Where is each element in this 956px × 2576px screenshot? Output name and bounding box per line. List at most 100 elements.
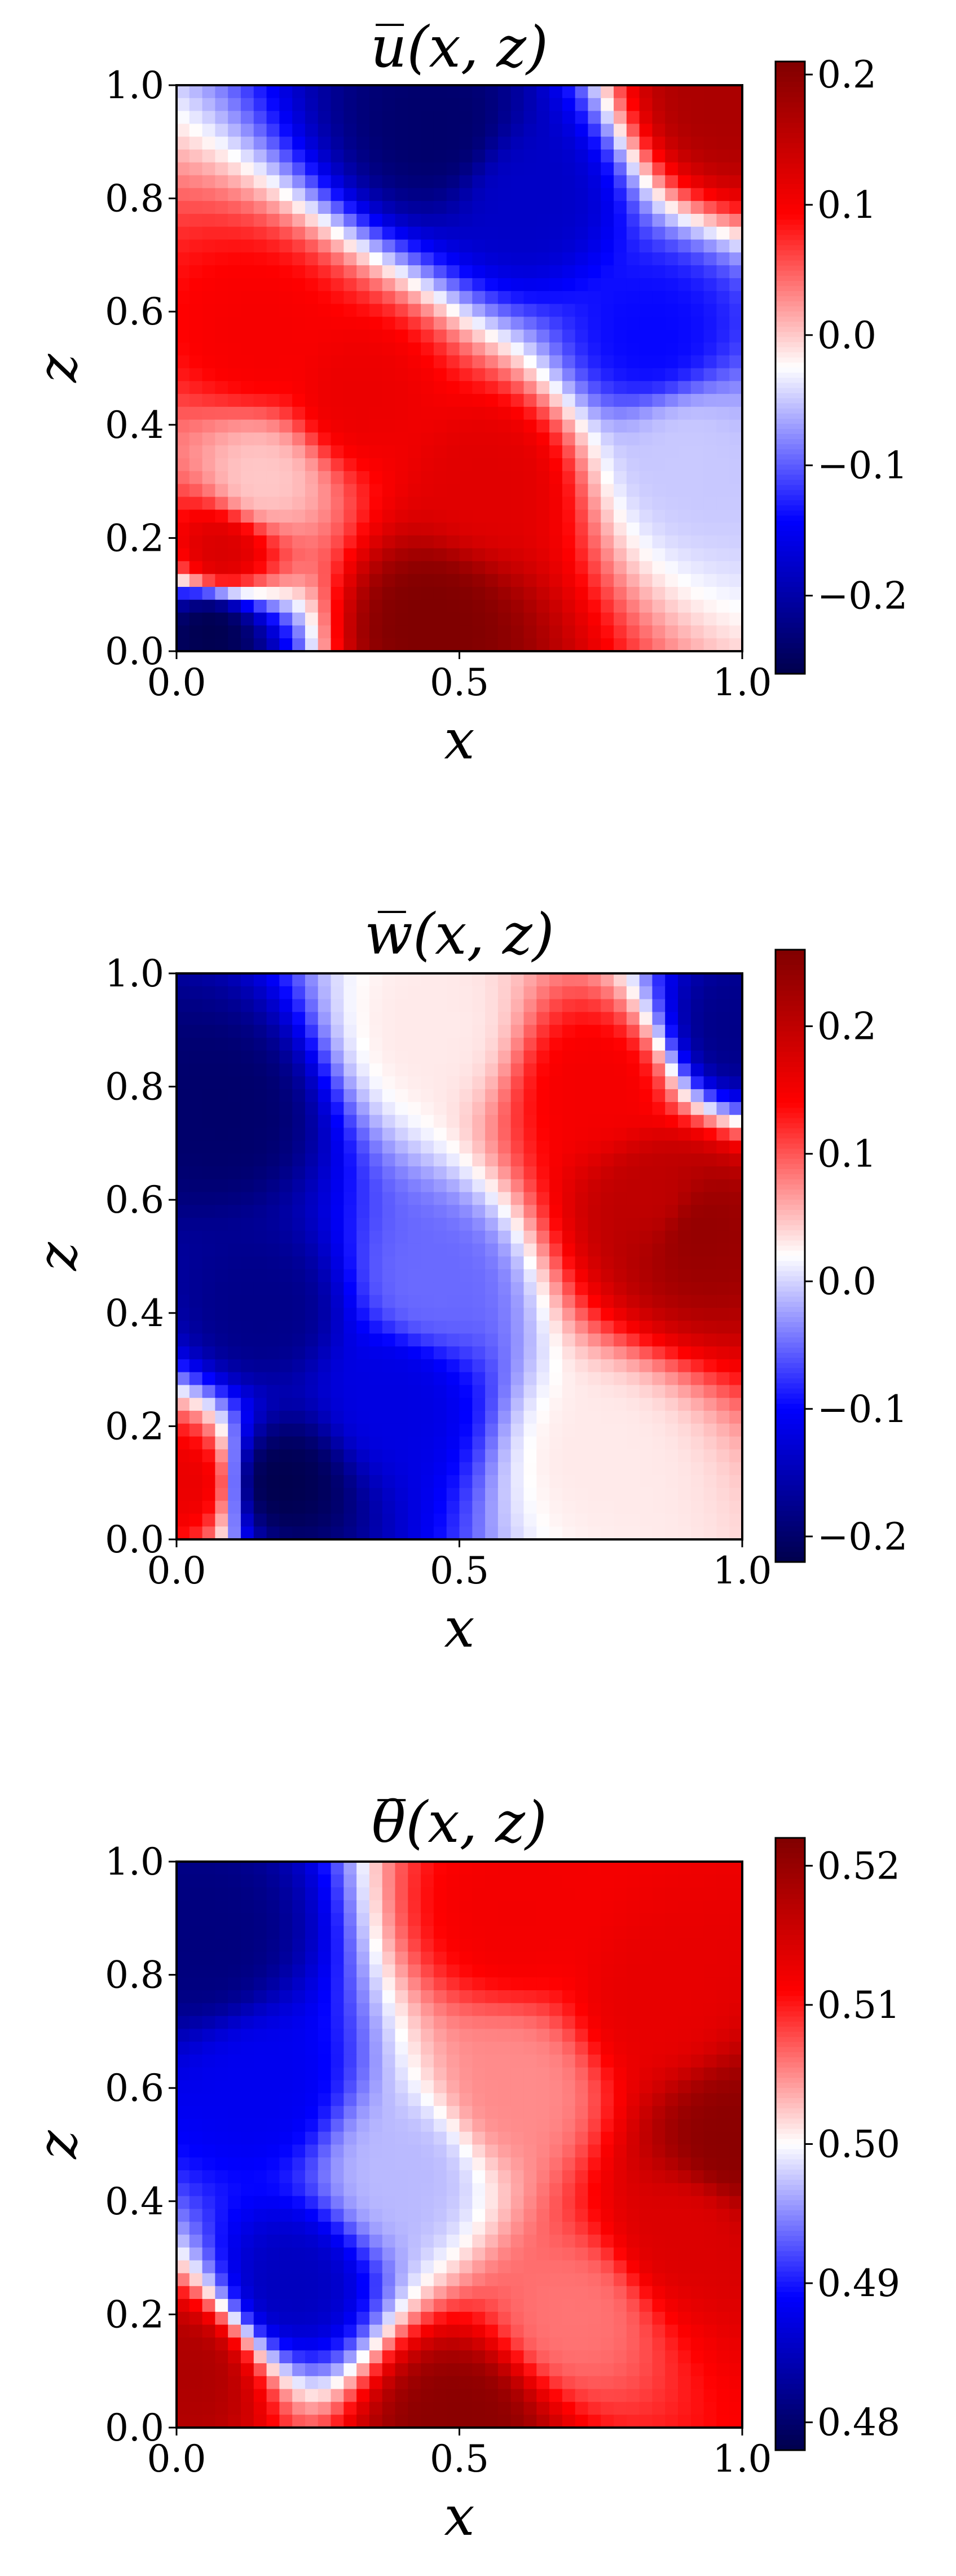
heatmap-cell bbox=[588, 1089, 602, 1103]
heatmap-cell bbox=[292, 548, 306, 562]
heatmap-cell bbox=[382, 1050, 396, 1064]
heatmap-cell bbox=[652, 625, 666, 639]
heatmap-cell bbox=[408, 2003, 421, 2017]
heatmap-cell bbox=[446, 1012, 460, 1025]
heatmap-cell bbox=[639, 484, 653, 498]
heatmap-cell bbox=[446, 342, 460, 356]
heatmap-cell bbox=[497, 612, 512, 626]
heatmap-cell bbox=[343, 162, 357, 176]
colorbar-segment bbox=[776, 1148, 805, 1155]
heatmap-cell bbox=[703, 175, 717, 189]
heatmap-cell bbox=[575, 1964, 589, 1978]
heatmap-cell bbox=[228, 1012, 241, 1025]
heatmap-cell bbox=[421, 304, 434, 318]
heatmap-cell bbox=[253, 1990, 267, 2004]
colorbar-segment bbox=[776, 1256, 805, 1262]
heatmap-cell bbox=[510, 265, 525, 279]
heatmap-cell bbox=[665, 535, 679, 549]
heatmap-cell bbox=[421, 1925, 434, 1939]
heatmap-cell bbox=[240, 304, 254, 318]
colorbar-segment bbox=[776, 230, 805, 236]
heatmap-cell bbox=[305, 999, 319, 1013]
heatmap-cell bbox=[678, 445, 691, 459]
heatmap-cell bbox=[497, 1887, 512, 1901]
heatmap-cell bbox=[228, 213, 241, 227]
heatmap-cell bbox=[228, 1862, 241, 1875]
heatmap-cell bbox=[626, 638, 640, 652]
heatmap-cell bbox=[189, 1037, 203, 1051]
heatmap-cell bbox=[305, 137, 319, 150]
heatmap-cell bbox=[356, 1385, 370, 1399]
heatmap-cell bbox=[626, 1475, 640, 1489]
heatmap-cell bbox=[369, 587, 383, 600]
heatmap-cell bbox=[202, 1192, 216, 1206]
heatmap-cell bbox=[703, 137, 717, 150]
heatmap-cell bbox=[305, 188, 319, 201]
heatmap-cell bbox=[292, 226, 306, 240]
heatmap-cell bbox=[472, 1025, 486, 1038]
colorbar-tick-label: 0.2 bbox=[817, 53, 876, 96]
heatmap-cell bbox=[575, 1205, 589, 1218]
heatmap-cell bbox=[601, 1114, 614, 1129]
heatmap-cell bbox=[639, 625, 653, 639]
heatmap-cell bbox=[588, 162, 602, 176]
heatmap-cell bbox=[703, 1256, 717, 1270]
heatmap-cell bbox=[177, 1114, 190, 1129]
heatmap-cell bbox=[614, 1874, 627, 1888]
heatmap-cell bbox=[356, 612, 370, 626]
heatmap-cell bbox=[497, 471, 512, 485]
heatmap-cell bbox=[240, 291, 254, 305]
heatmap-cell bbox=[459, 1359, 473, 1373]
heatmap-cell bbox=[485, 638, 499, 652]
colorbar-segment bbox=[776, 602, 805, 608]
heatmap-cell bbox=[356, 1230, 370, 1244]
heatmap-cell bbox=[716, 85, 730, 99]
heatmap-cell bbox=[562, 1372, 576, 1386]
heatmap-cell bbox=[408, 1359, 421, 1373]
heatmap-cell bbox=[601, 213, 614, 227]
heatmap-cell bbox=[601, 1977, 614, 1991]
heatmap-cell bbox=[575, 330, 589, 343]
heatmap-cell bbox=[690, 1436, 704, 1450]
heatmap-cell bbox=[202, 406, 216, 420]
heatmap-cell bbox=[549, 471, 563, 485]
heatmap-cell bbox=[215, 535, 228, 549]
heatmap-cell bbox=[690, 2029, 704, 2042]
heatmap-cell bbox=[523, 1449, 538, 1463]
heatmap-cell bbox=[678, 2016, 691, 2030]
heatmap-cell bbox=[177, 484, 190, 498]
heatmap-cell bbox=[588, 342, 602, 356]
heatmap-cell bbox=[703, 1887, 717, 1901]
heatmap-cell bbox=[562, 1192, 576, 1206]
heatmap-cell bbox=[729, 1346, 743, 1360]
heatmap-cell bbox=[510, 2003, 525, 2017]
heatmap-cell bbox=[433, 304, 447, 318]
heatmap-cell bbox=[523, 330, 538, 343]
heatmap-cell bbox=[639, 85, 653, 99]
heatmap-cell bbox=[395, 1913, 409, 1926]
heatmap-cell bbox=[189, 625, 203, 639]
heatmap-cell bbox=[703, 1153, 717, 1167]
heatmap-cell bbox=[305, 1140, 319, 1154]
heatmap-cell bbox=[215, 342, 228, 356]
heatmap-cell bbox=[318, 394, 332, 407]
colorbar-segment bbox=[776, 1174, 805, 1180]
heatmap-cell bbox=[523, 1487, 538, 1502]
heatmap-cell bbox=[421, 1372, 434, 1386]
heatmap-cell bbox=[497, 381, 512, 394]
heatmap-cell bbox=[703, 535, 717, 549]
heatmap-cell bbox=[343, 1475, 357, 1489]
heatmap-cell bbox=[292, 406, 306, 420]
heatmap-cell bbox=[202, 1913, 216, 1926]
heatmap-cell bbox=[356, 1307, 370, 1322]
heatmap-cell bbox=[356, 1243, 370, 1257]
heatmap-cell bbox=[588, 1230, 602, 1244]
heatmap-cell bbox=[652, 1990, 666, 2004]
heatmap-cell bbox=[536, 213, 550, 227]
heatmap-cell bbox=[536, 1192, 550, 1206]
heatmap-cell bbox=[549, 1359, 563, 1373]
heatmap-cell bbox=[652, 1025, 666, 1038]
heatmap-cell bbox=[292, 1256, 306, 1270]
heatmap-cell bbox=[614, 1964, 627, 1978]
heatmap-cell bbox=[382, 1436, 396, 1450]
